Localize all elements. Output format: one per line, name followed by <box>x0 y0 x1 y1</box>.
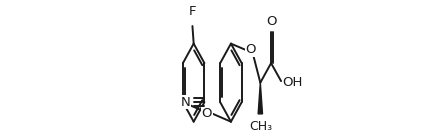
Polygon shape <box>258 83 263 114</box>
Text: F: F <box>189 5 196 18</box>
Text: O: O <box>266 15 276 28</box>
Text: OH: OH <box>282 76 303 89</box>
Text: CH₃: CH₃ <box>249 120 272 133</box>
Text: N: N <box>181 96 191 109</box>
Text: O: O <box>202 107 212 120</box>
Text: O: O <box>246 43 256 56</box>
